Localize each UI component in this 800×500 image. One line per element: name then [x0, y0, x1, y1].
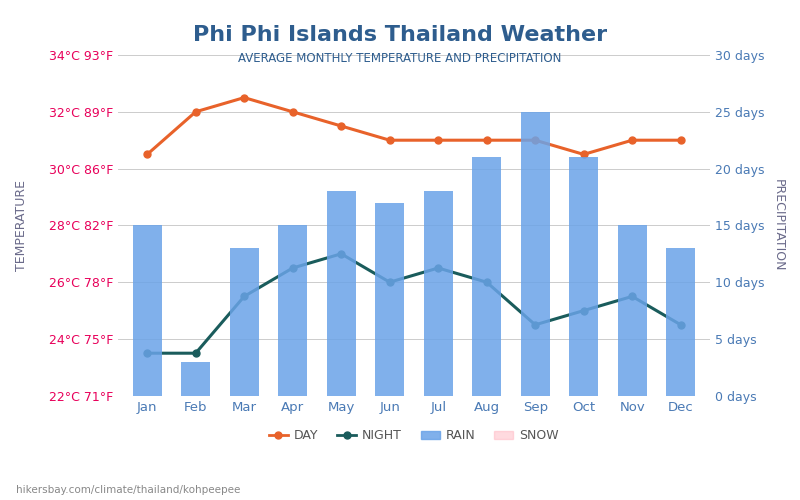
Bar: [521, 112, 550, 396]
Bar: [666, 248, 695, 396]
Bar: [133, 226, 162, 396]
Bar: [424, 192, 453, 396]
Y-axis label: TEMPERATURE: TEMPERATURE: [15, 180, 28, 271]
Text: Phi Phi Islands Thailand Weather: Phi Phi Islands Thailand Weather: [193, 25, 607, 45]
Text: AVERAGE MONTHLY TEMPERATURE AND PRECIPITATION: AVERAGE MONTHLY TEMPERATURE AND PRECIPIT…: [238, 52, 562, 66]
Bar: [326, 192, 356, 396]
Bar: [278, 226, 307, 396]
Text: hikersbay.com/climate/thailand/kohpeepee: hikersbay.com/climate/thailand/kohpeepee: [16, 485, 240, 495]
Y-axis label: PRECIPITATION: PRECIPITATION: [772, 179, 785, 272]
Bar: [230, 248, 258, 396]
Bar: [472, 157, 502, 396]
Legend: DAY, NIGHT, RAIN, SNOW: DAY, NIGHT, RAIN, SNOW: [264, 424, 564, 448]
Bar: [181, 362, 210, 396]
Bar: [375, 202, 404, 396]
Bar: [618, 226, 646, 396]
Bar: [569, 157, 598, 396]
